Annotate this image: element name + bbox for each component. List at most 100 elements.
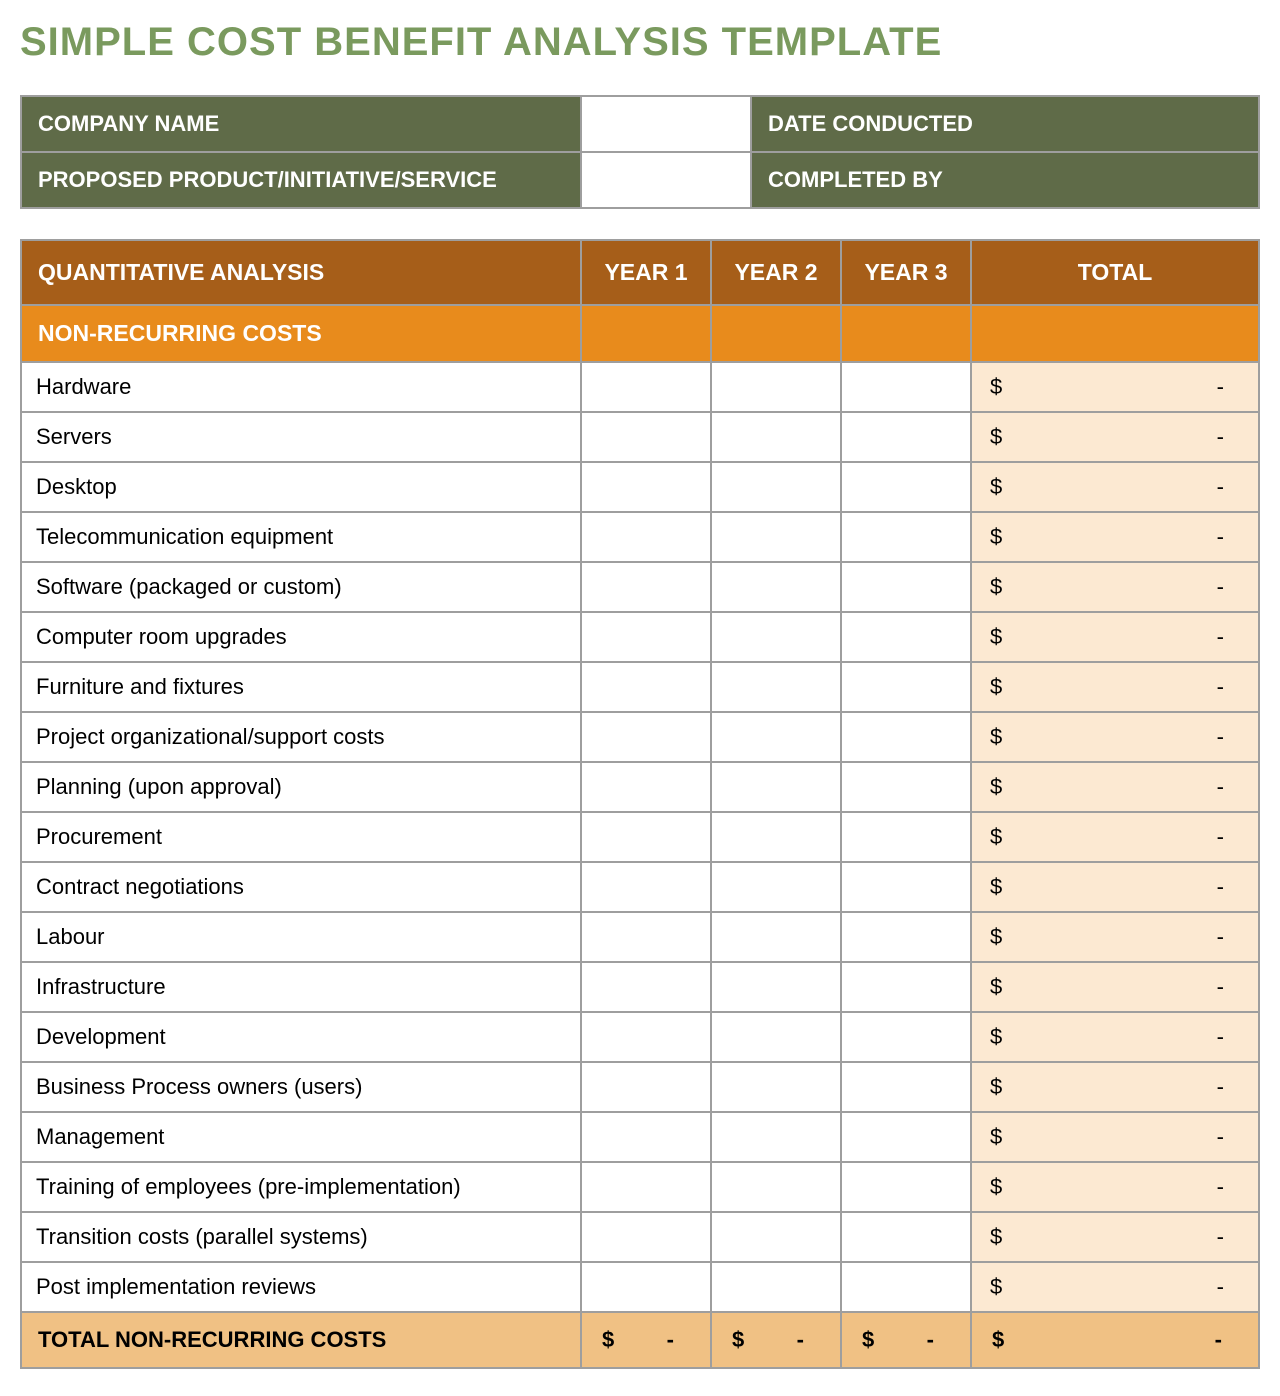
row-total[interactable]: $-	[971, 612, 1259, 662]
row-year2[interactable]	[711, 1262, 841, 1312]
row-total[interactable]: $-	[971, 1012, 1259, 1062]
row-year2[interactable]	[711, 1062, 841, 1112]
row-label: Project organizational/support costs	[21, 712, 581, 762]
row-year2[interactable]	[711, 462, 841, 512]
header-year3: YEAR 3	[841, 240, 971, 305]
row-year1[interactable]	[581, 412, 711, 462]
table-row: Business Process owners (users) $-	[21, 1062, 1259, 1112]
table-row: Post implementation reviews$-	[21, 1262, 1259, 1312]
row-year3[interactable]	[841, 1262, 971, 1312]
row-year1[interactable]	[581, 912, 711, 962]
row-total[interactable]: $-	[971, 1062, 1259, 1112]
row-year1[interactable]	[581, 1212, 711, 1262]
company-name-value[interactable]	[581, 96, 751, 152]
row-label: Desktop	[21, 462, 581, 512]
row-total[interactable]: $-	[971, 712, 1259, 762]
row-year2[interactable]	[711, 662, 841, 712]
row-year1[interactable]	[581, 712, 711, 762]
row-total[interactable]: $-	[971, 1212, 1259, 1262]
row-label: Servers	[21, 412, 581, 462]
row-total[interactable]: $-	[971, 812, 1259, 862]
row-year1[interactable]	[581, 612, 711, 662]
row-year1[interactable]	[581, 762, 711, 812]
row-year2[interactable]	[711, 812, 841, 862]
total-grand[interactable]: $-	[971, 1312, 1259, 1368]
row-year3[interactable]	[841, 562, 971, 612]
row-total[interactable]: $-	[971, 412, 1259, 462]
row-label: Management	[21, 1112, 581, 1162]
row-total[interactable]: $-	[971, 662, 1259, 712]
total-year1[interactable]: $-	[581, 1312, 711, 1368]
row-total[interactable]: $-	[971, 562, 1259, 612]
row-year3[interactable]	[841, 512, 971, 562]
table-row: Software (packaged or custom) $-	[21, 562, 1259, 612]
row-total[interactable]: $-	[971, 362, 1259, 412]
row-year1[interactable]	[581, 1062, 711, 1112]
row-year2[interactable]	[711, 1012, 841, 1062]
row-year3[interactable]	[841, 712, 971, 762]
row-year1[interactable]	[581, 1112, 711, 1162]
row-year2[interactable]	[711, 412, 841, 462]
row-year3[interactable]	[841, 662, 971, 712]
row-year3[interactable]	[841, 412, 971, 462]
row-year2[interactable]	[711, 962, 841, 1012]
header-year1: YEAR 1	[581, 240, 711, 305]
row-year1[interactable]	[581, 1012, 711, 1062]
row-year3[interactable]	[841, 1062, 971, 1112]
row-year2[interactable]	[711, 612, 841, 662]
row-label: Training of employees (pre-implementatio…	[21, 1162, 581, 1212]
row-year1[interactable]	[581, 862, 711, 912]
row-year1[interactable]	[581, 962, 711, 1012]
row-year2[interactable]	[711, 712, 841, 762]
company-name-label: COMPANY NAME	[21, 96, 581, 152]
row-year3[interactable]	[841, 762, 971, 812]
table-row: Labour$-	[21, 912, 1259, 962]
row-total[interactable]: $-	[971, 462, 1259, 512]
row-label: Hardware	[21, 362, 581, 412]
row-year1[interactable]	[581, 562, 711, 612]
row-year3[interactable]	[841, 862, 971, 912]
row-year2[interactable]	[711, 862, 841, 912]
row-year1[interactable]	[581, 812, 711, 862]
row-total[interactable]: $-	[971, 1162, 1259, 1212]
row-total[interactable]: $-	[971, 912, 1259, 962]
row-year3[interactable]	[841, 812, 971, 862]
row-year3[interactable]	[841, 362, 971, 412]
row-label: Business Process owners (users)	[21, 1062, 581, 1112]
row-year1[interactable]	[581, 362, 711, 412]
row-year3[interactable]	[841, 912, 971, 962]
row-year2[interactable]	[711, 1162, 841, 1212]
row-year3[interactable]	[841, 1012, 971, 1062]
total-year2[interactable]: $-	[711, 1312, 841, 1368]
row-total[interactable]: $-	[971, 512, 1259, 562]
total-year3[interactable]: $-	[841, 1312, 971, 1368]
row-year3[interactable]	[841, 462, 971, 512]
row-year2[interactable]	[711, 1112, 841, 1162]
row-total[interactable]: $-	[971, 962, 1259, 1012]
row-label: Software (packaged or custom)	[21, 562, 581, 612]
row-year3[interactable]	[841, 1112, 971, 1162]
row-year3[interactable]	[841, 612, 971, 662]
row-year1[interactable]	[581, 1162, 711, 1212]
table-row: Servers $-	[21, 412, 1259, 462]
row-year3[interactable]	[841, 962, 971, 1012]
row-year3[interactable]	[841, 1162, 971, 1212]
row-year1[interactable]	[581, 1262, 711, 1312]
row-year2[interactable]	[711, 762, 841, 812]
row-total[interactable]: $-	[971, 862, 1259, 912]
row-year2[interactable]	[711, 562, 841, 612]
proposed-value[interactable]	[581, 152, 751, 208]
row-year1[interactable]	[581, 462, 711, 512]
row-year2[interactable]	[711, 912, 841, 962]
row-year2[interactable]	[711, 362, 841, 412]
section-row: NON-RECURRING COSTS	[21, 305, 1259, 362]
row-total[interactable]: $-	[971, 1262, 1259, 1312]
row-year2[interactable]	[711, 512, 841, 562]
row-year2[interactable]	[711, 1212, 841, 1262]
row-year1[interactable]	[581, 512, 711, 562]
row-year3[interactable]	[841, 1212, 971, 1262]
row-total[interactable]: $-	[971, 1112, 1259, 1162]
row-year1[interactable]	[581, 662, 711, 712]
table-row: Contract negotiations$-	[21, 862, 1259, 912]
row-total[interactable]: $-	[971, 762, 1259, 812]
